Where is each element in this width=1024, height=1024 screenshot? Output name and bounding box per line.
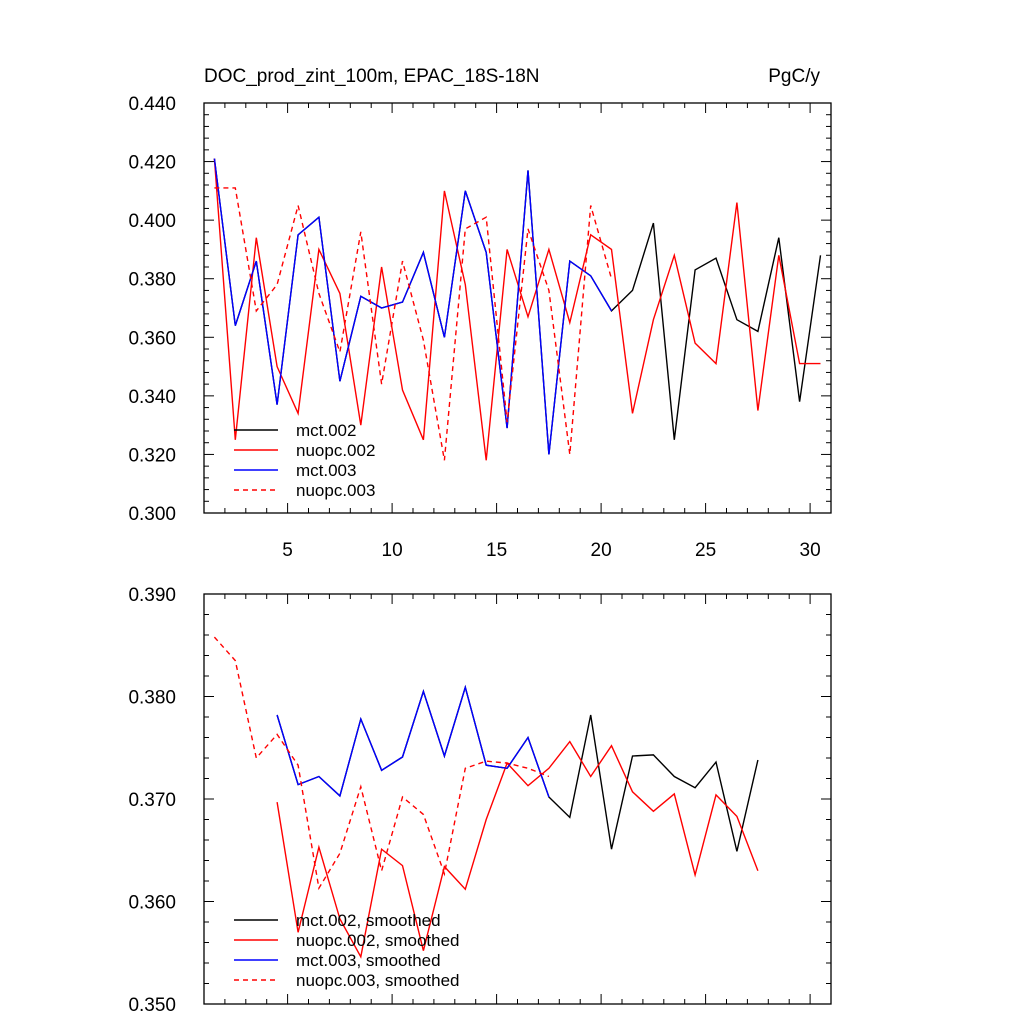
- y-tick-label: 0.370: [128, 790, 176, 811]
- x-tick-label: 25: [695, 540, 716, 561]
- legend-label: mct.003, smoothed: [296, 951, 441, 970]
- legend-label: mct.003: [296, 461, 356, 480]
- top-line-chart: 5 10 15 20 25 30 0.300 0.320 0.340 0.360 0.380 0.40…: [128, 94, 832, 561]
- x-tick-label: 20: [591, 540, 612, 561]
- y-tick-label: 0.340: [128, 387, 176, 408]
- x-tick-label: 15: [486, 540, 507, 561]
- series-line-mct-002-smoothed: [276, 684, 759, 852]
- series-line-mct-003-smoothed: [276, 684, 550, 798]
- legend-label: nuopc.002, smoothed: [296, 931, 460, 950]
- series-line-nuopc-002-smoothed: [276, 740, 759, 959]
- y-tick-label: 0.390: [128, 585, 176, 606]
- chart-units: PgC/y: [768, 66, 820, 87]
- y-tick-label: 0.360: [128, 328, 176, 349]
- y-tick-label: 0.380: [128, 688, 176, 709]
- series-line-nuopc-002: [213, 158, 821, 461]
- bottom-line-chart: 0.350 0.360 0.370 0.380 0.390 mct.002, smooth…: [128, 585, 832, 1016]
- y-tick-label: 0.420: [128, 153, 176, 174]
- series-line-mct-003: [213, 158, 613, 455]
- y-tick-label: 0.320: [128, 445, 176, 466]
- legend-label: nuopc.003: [296, 481, 375, 500]
- legend-label: nuopc.002: [296, 441, 375, 460]
- chart-title: DOC_prod_zint_100m, EPAC_18S-18N: [204, 66, 540, 87]
- legend-label: mct.002: [296, 421, 356, 440]
- y-tick-label: 0.300: [128, 504, 176, 525]
- x-tick-label: 5: [282, 540, 293, 561]
- y-tick-label: 0.380: [128, 270, 176, 291]
- legend-label: mct.002, smoothed: [296, 911, 441, 930]
- series-line-nuopc-003: [214, 187, 613, 461]
- x-tick-label: 30: [800, 540, 821, 561]
- y-tick-label: 0.440: [128, 94, 176, 115]
- y-tick-label: 0.400: [128, 211, 176, 232]
- legend-label: nuopc.003, smoothed: [296, 971, 460, 990]
- y-tick-label: 0.360: [128, 893, 176, 914]
- x-tick-label: 10: [382, 540, 403, 561]
- y-tick-label: 0.350: [128, 995, 176, 1016]
